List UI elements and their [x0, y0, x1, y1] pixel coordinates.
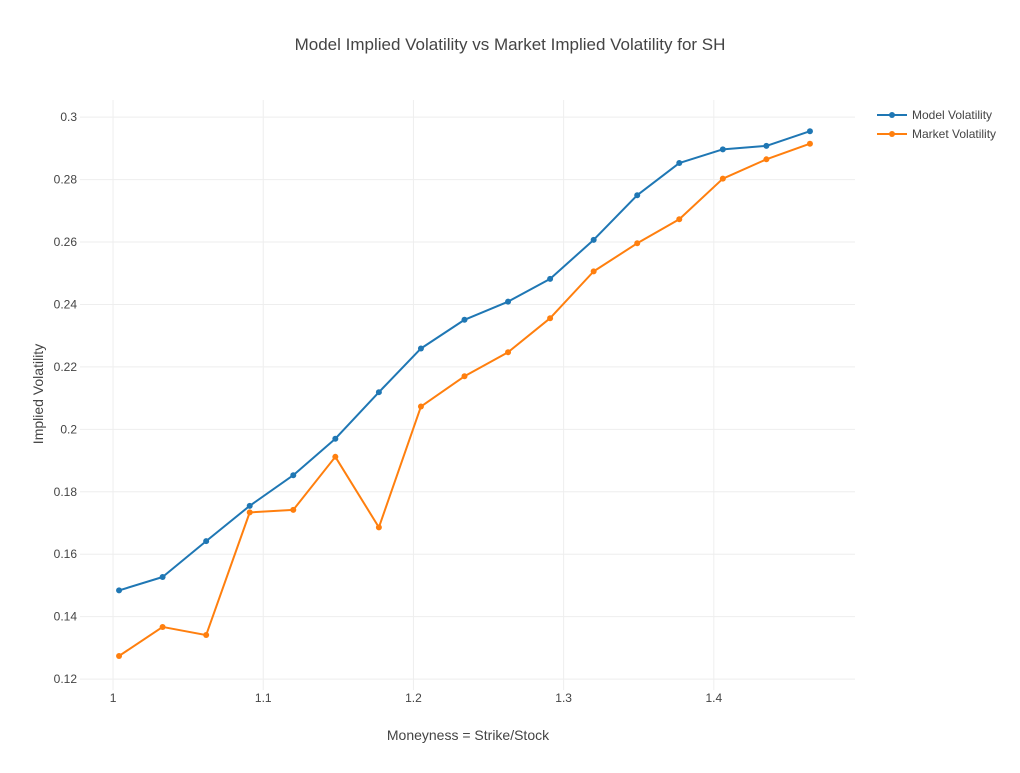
chart-title: Model Implied Volatility vs Market Impli…	[295, 35, 726, 54]
legend-item-market-volatility[interactable]: Market Volatility	[877, 127, 996, 141]
x-tick-label: 1	[110, 691, 117, 705]
data-point[interactable]	[634, 240, 641, 247]
data-point[interactable]	[806, 128, 813, 135]
data-point[interactable]	[375, 389, 382, 396]
series-line-market-volatility	[118, 142, 811, 657]
data-point[interactable]	[116, 652, 123, 659]
y-tick-label: 0.14	[54, 610, 78, 624]
y-axis-title: Implied Volatility	[30, 344, 46, 444]
y-tick-label: 0.26	[54, 235, 78, 249]
data-point[interactable]	[590, 268, 597, 275]
x-tick-label: 1.1	[255, 691, 272, 705]
data-point[interactable]	[547, 275, 554, 282]
x-tick-label: 1.4	[705, 691, 722, 705]
y-tick-label: 0.22	[54, 360, 78, 374]
x-axis-title: Moneyness = Strike/Stock	[387, 727, 550, 743]
y-tick-label: 0.28	[54, 173, 78, 187]
data-point[interactable]	[547, 315, 554, 322]
data-point[interactable]	[290, 472, 297, 479]
x-tick-label: 1.3	[555, 691, 572, 705]
data-point[interactable]	[719, 175, 726, 182]
x-tick-label: 1.2	[405, 691, 422, 705]
legend-item-model-volatility[interactable]: Model Volatility	[877, 108, 992, 122]
data-point[interactable]	[417, 345, 424, 352]
data-point[interactable]	[763, 156, 770, 163]
y-tick-label: 0.24	[54, 297, 78, 311]
axis-tick-labels: 1 1.1 1.2 1.3 1.4 0.12 0.14 0.16 0.18 0.2 0.22 0.24…	[54, 110, 723, 705]
data-point[interactable]	[461, 373, 468, 380]
data-point[interactable]	[763, 142, 770, 149]
legend-marker	[889, 112, 895, 118]
series-model-volatility	[116, 128, 813, 594]
legend[interactable]: Model Volatility Market Volatility	[877, 108, 996, 141]
data-point[interactable]	[719, 146, 726, 153]
series-market-volatility	[116, 140, 813, 659]
data-point[interactable]	[634, 192, 641, 199]
y-tick-label: 0.18	[54, 485, 78, 499]
data-point[interactable]	[159, 573, 166, 580]
data-point[interactable]	[375, 524, 382, 531]
legend-label: Market Volatility	[912, 127, 996, 141]
data-point[interactable]	[590, 236, 597, 243]
data-point[interactable]	[203, 632, 210, 639]
data-point[interactable]	[332, 435, 339, 442]
legend-label: Model Volatility	[912, 108, 992, 122]
data-point[interactable]	[332, 453, 339, 460]
data-point[interactable]	[159, 623, 166, 630]
y-tick-label: 0.3	[60, 110, 77, 124]
data-point[interactable]	[290, 506, 297, 513]
grid-lines	[80, 100, 855, 690]
data-point[interactable]	[461, 316, 468, 323]
data-point[interactable]	[676, 216, 683, 223]
series-lines	[116, 128, 813, 659]
data-point[interactable]	[505, 349, 512, 356]
y-tick-label: 0.16	[54, 547, 78, 561]
data-point[interactable]	[246, 502, 253, 509]
data-point[interactable]	[116, 587, 123, 594]
data-point[interactable]	[806, 140, 813, 147]
data-point[interactable]	[246, 509, 253, 516]
series-line-model-volatility	[118, 130, 811, 592]
data-point[interactable]	[203, 538, 210, 545]
data-point[interactable]	[417, 403, 424, 410]
legend-marker	[889, 131, 895, 137]
data-point[interactable]	[505, 298, 512, 305]
data-point[interactable]	[676, 160, 683, 167]
y-tick-label: 0.2	[60, 422, 77, 436]
y-tick-label: 0.12	[54, 672, 78, 686]
